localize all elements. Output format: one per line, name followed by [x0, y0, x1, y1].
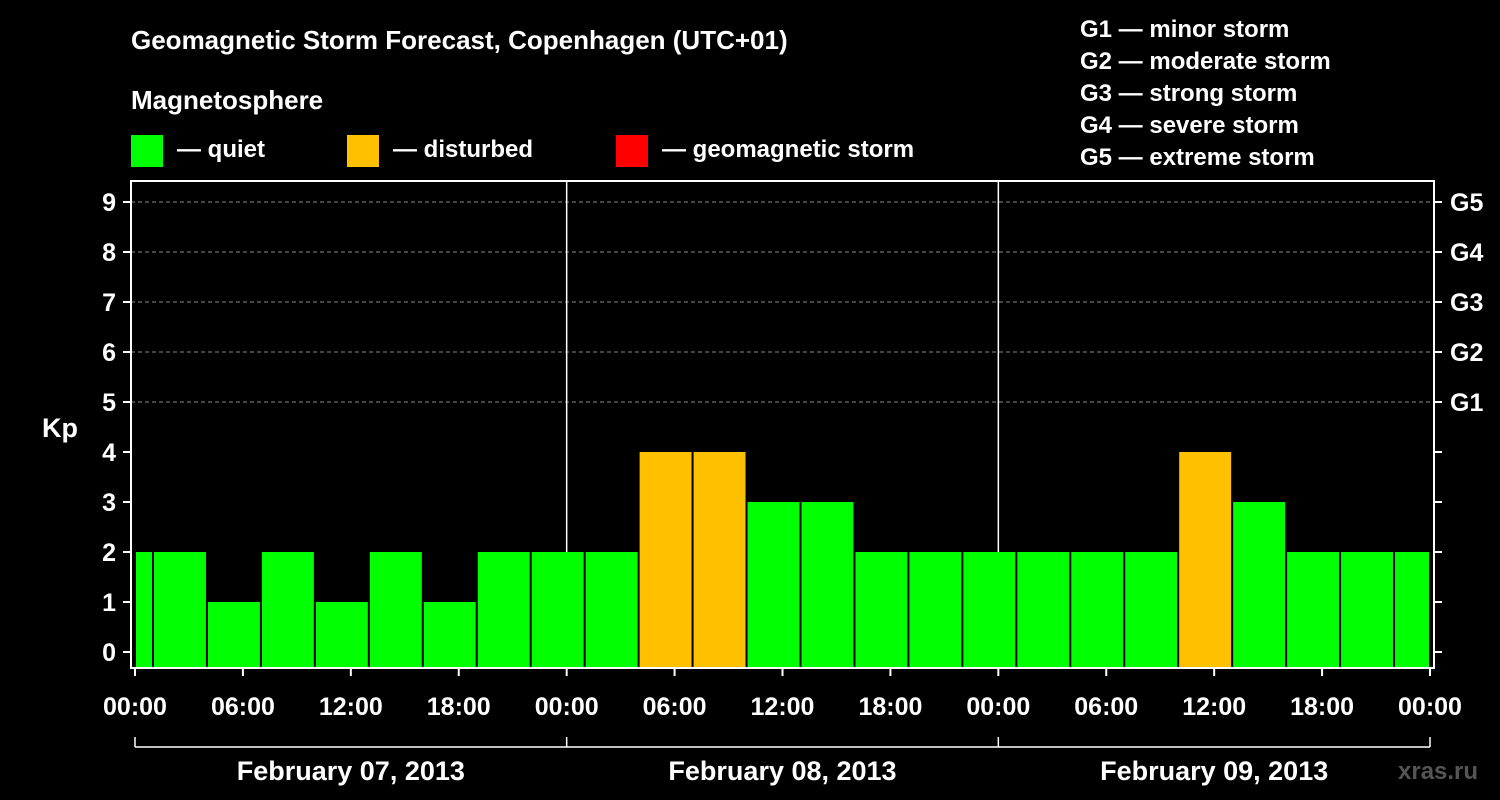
bar-11 — [639, 452, 692, 668]
y-tick-label-9: 9 — [102, 189, 116, 217]
date-label-3: February 09, 2013 — [1100, 756, 1328, 786]
bar-18 — [1017, 552, 1070, 668]
bar-24 — [1341, 552, 1394, 668]
right-axis-label-g2: G2 — [1450, 339, 1483, 367]
bar-17 — [963, 552, 1016, 668]
legend: — quiet — disturbed — geomagnetic storm — [131, 135, 914, 167]
x-tick-label-6: 12:00 — [751, 693, 815, 721]
bar-13 — [747, 502, 800, 668]
x-tick-label-9: 06:00 — [1074, 693, 1138, 721]
axes: 0 1 2 3 4 5 6 7 8 9 G1 G2 G3 G4 G5 00:00 06:00 12:00 18:00… — [102, 180, 1483, 786]
x-tick-label-3: 18:00 — [427, 693, 491, 721]
storm-scale-g3: G3 — strong storm — [1080, 80, 1297, 107]
legend-label-disturbed: — disturbed — [393, 136, 533, 163]
x-tick-label-1: 06:00 — [211, 693, 275, 721]
x-tick-label-5: 06:00 — [643, 693, 707, 721]
y-tick-label-8: 8 — [102, 239, 116, 267]
bar-6 — [369, 552, 422, 668]
y-tick-label-4: 4 — [102, 439, 116, 467]
y-axis-label: Kp — [42, 413, 78, 443]
storm-scale-g5: G5 — extreme storm — [1080, 144, 1315, 171]
legend-label-storm: — geomagnetic storm — [662, 136, 914, 163]
bar-19 — [1071, 552, 1124, 668]
right-axis-label-g1: G1 — [1450, 389, 1483, 417]
date-label-2: February 08, 2013 — [668, 756, 896, 786]
magnetosphere-label: Magnetosphere — [131, 85, 323, 115]
bar-14 — [801, 502, 854, 668]
bar-8 — [477, 552, 530, 668]
legend-swatch-storm — [616, 135, 648, 167]
storm-scale-g4: G4 — severe storm — [1080, 112, 1299, 139]
y-tick-label-3: 3 — [102, 489, 116, 517]
bar-12 — [693, 452, 746, 668]
y-tick-label-5: 5 — [102, 389, 116, 417]
storm-scale-g1: G1 — minor storm — [1080, 16, 1289, 43]
y-tick-label-1: 1 — [102, 589, 116, 617]
bars — [136, 452, 1429, 668]
bar-5 — [315, 602, 368, 668]
date-label-1: February 07, 2013 — [237, 756, 465, 786]
y-tick-label-7: 7 — [102, 289, 116, 317]
bar-4 — [261, 552, 314, 668]
x-tick-label-10: 12:00 — [1182, 693, 1246, 721]
bar-23 — [1287, 552, 1340, 668]
y-tick-label-0: 0 — [102, 639, 116, 667]
storm-scale-legend: G1 — minor storm G2 — moderate storm G3 … — [1080, 16, 1331, 171]
bar-20 — [1125, 552, 1178, 668]
legend-swatch-disturbed — [347, 135, 379, 167]
x-tick-label-0: 00:00 — [103, 693, 167, 721]
bar-22 — [1233, 502, 1286, 668]
watermark: xras.ru — [1398, 758, 1478, 785]
bar-25 — [1395, 552, 1429, 668]
x-tick-label-11: 18:00 — [1290, 693, 1354, 721]
y-tick-label-2: 2 — [102, 539, 116, 567]
bar-10 — [585, 552, 638, 668]
chart-title: Geomagnetic Storm Forecast, Copenhagen (… — [131, 25, 788, 55]
bar-3 — [207, 602, 260, 668]
bar-7 — [423, 602, 476, 668]
bar-15 — [855, 552, 908, 668]
x-tick-label-12: 00:00 — [1398, 693, 1462, 721]
right-axis-label-g5: G5 — [1450, 189, 1483, 217]
x-tick-label-2: 12:00 — [319, 693, 383, 721]
x-tick-label-4: 00:00 — [535, 693, 599, 721]
bar-9 — [531, 552, 584, 668]
bar-16 — [909, 552, 962, 668]
right-axis-label-g3: G3 — [1450, 289, 1483, 317]
right-axis-label-g4: G4 — [1450, 239, 1483, 267]
bar-2 — [153, 552, 206, 668]
storm-scale-g2: G2 — moderate storm — [1080, 48, 1331, 75]
bar-21 — [1179, 452, 1232, 668]
x-tick-label-7: 18:00 — [858, 693, 922, 721]
x-tick-label-8: 00:00 — [966, 693, 1030, 721]
legend-label-quiet: — quiet — [177, 136, 265, 163]
y-tick-label-6: 6 — [102, 339, 116, 367]
bar-1 — [136, 552, 152, 668]
legend-swatch-quiet — [131, 135, 163, 167]
